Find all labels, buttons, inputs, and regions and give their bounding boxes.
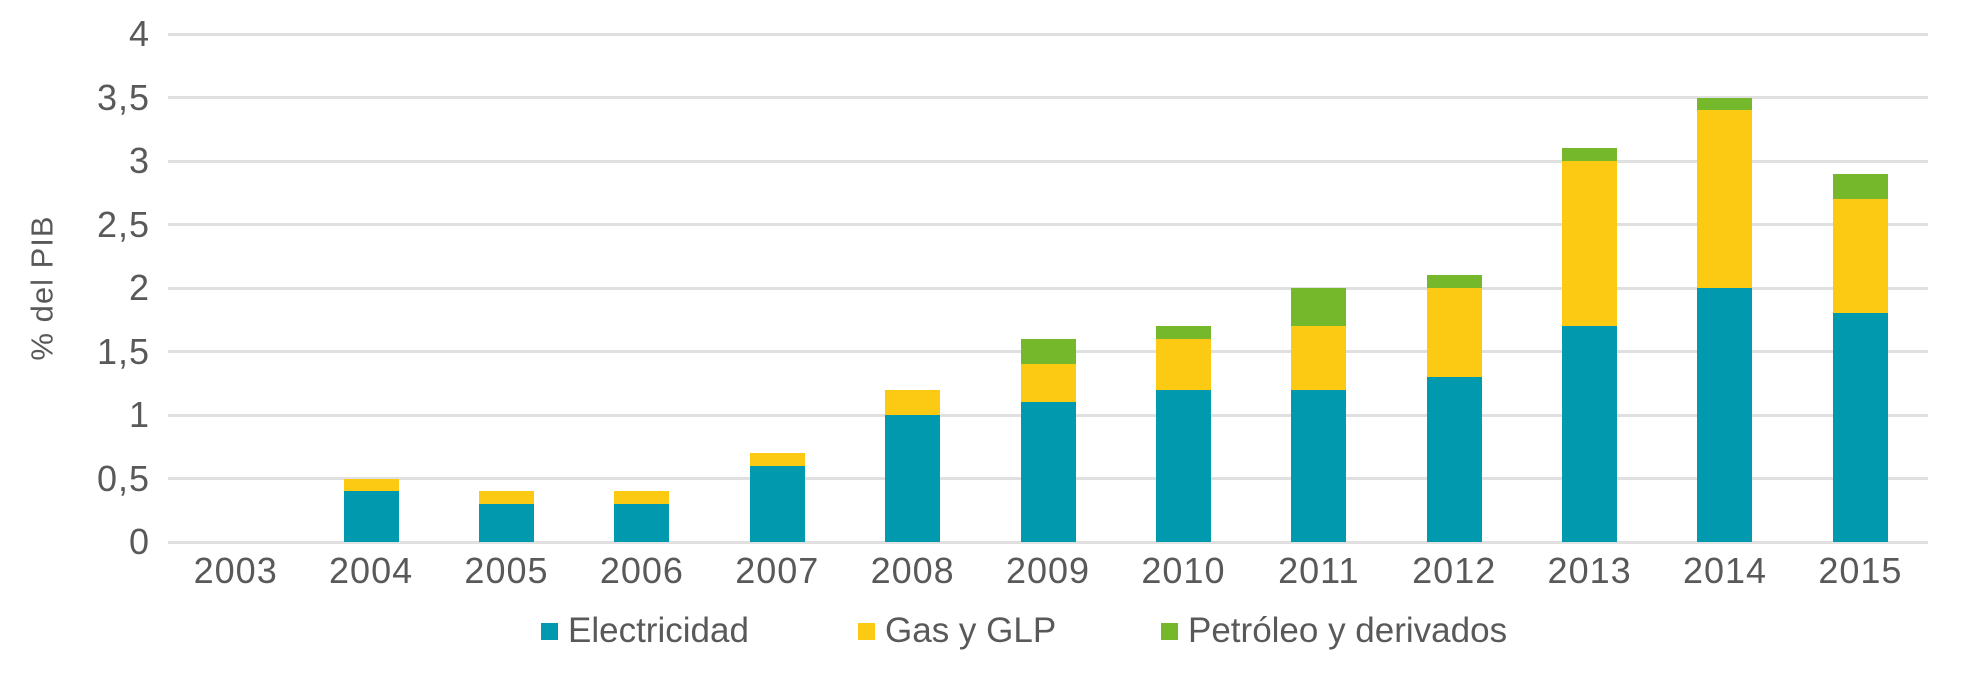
bar-segment-2009-petróleo-y-derivados xyxy=(1020,338,1076,365)
legend-item-electricidad: Electricidad xyxy=(541,610,749,652)
plot-area xyxy=(168,32,1928,544)
bar-segment-2011-gas-y-glp xyxy=(1291,326,1347,390)
bar-segment-2010-petróleo-y-derivados xyxy=(1155,326,1211,339)
y-tick-label: 0,5 xyxy=(96,457,150,499)
legend-swatch-icon xyxy=(1161,622,1178,640)
bars-layer xyxy=(168,34,1928,542)
legend-swatch-icon xyxy=(858,622,875,640)
bar-segment-2006-electricidad xyxy=(614,503,670,542)
bar-segment-2005-electricidad xyxy=(478,503,534,542)
bar-segment-2013-gas-y-glp xyxy=(1562,161,1618,327)
y-tick-label: 1,5 xyxy=(96,330,150,372)
bar-group-2008 xyxy=(845,34,980,542)
bar-group-2005 xyxy=(439,34,574,542)
y-tick-label: 0 xyxy=(128,521,150,562)
x-axis-labels: 2003 2004 2005 2006 2007 2008 2009 2010 2011 2012… xyxy=(168,550,1928,592)
legend-label: Petróleo y derivados xyxy=(1188,611,1508,650)
bar-segment-2014-gas-y-glp xyxy=(1697,110,1753,288)
legend-item-gas-y-glp: Gas y GLP xyxy=(858,610,1056,652)
y-tick-label: 2 xyxy=(128,267,150,308)
x-axis-label-2006: 2006 xyxy=(599,550,684,591)
gridline xyxy=(168,540,1928,544)
gridline xyxy=(168,159,1928,163)
legend-item-petróleo-y-derivados: Petróleo y derivados xyxy=(1161,610,1507,652)
x-axis-label-2015: 2015 xyxy=(1818,550,1903,591)
y-axis-tick-labels: 0 0,5 1 1,5 2 2,5 3 3,5 4 xyxy=(0,16,150,560)
bar-group-2013 xyxy=(1522,34,1657,542)
bar-segment-2008-gas-y-glp xyxy=(885,389,941,415)
x-axis-label-2003: 2003 xyxy=(193,550,278,591)
x-axis-label-2014: 2014 xyxy=(1682,550,1768,591)
bar-segment-2011-electricidad xyxy=(1291,389,1347,542)
bar-group-2006 xyxy=(574,34,709,542)
y-tick-label: 1 xyxy=(128,394,150,435)
y-tick-label: 3,5 xyxy=(96,76,150,118)
y-tick-label: 4 xyxy=(128,13,150,54)
bar-segment-2009-electricidad xyxy=(1020,402,1076,542)
bar-segment-2015-petróleo-y-derivados xyxy=(1832,173,1888,200)
bar-segment-2015-gas-y-glp xyxy=(1832,199,1888,314)
x-axis-label-2007: 2007 xyxy=(735,550,820,591)
bar-segment-2007-gas-y-glp xyxy=(749,453,805,466)
bar-segment-2010-gas-y-glp xyxy=(1155,338,1211,390)
bar-group-2007 xyxy=(710,34,845,542)
bar-segment-2006-gas-y-glp xyxy=(614,491,670,504)
x-axis-label-2009: 2009 xyxy=(1005,550,1091,591)
bar-segment-2012-gas-y-glp xyxy=(1426,288,1482,377)
bar-segment-2005-gas-y-glp xyxy=(478,491,534,504)
legend-label: Gas y GLP xyxy=(885,611,1057,650)
bar-segment-2008-electricidad xyxy=(885,415,941,542)
bar-group-2010 xyxy=(1116,34,1251,542)
gridline xyxy=(168,96,1928,99)
legend-label: Electricidad xyxy=(568,611,749,650)
y-tick-label: 2,5 xyxy=(96,203,150,245)
bar-group-2003 xyxy=(168,34,303,542)
legend: Electricidad Gas y GLP Petróleo y derivado… xyxy=(0,610,1962,652)
x-axis-label-2010: 2010 xyxy=(1141,550,1226,591)
x-axis-label-2004: 2004 xyxy=(329,550,414,591)
bar-segment-2004-gas-y-glp xyxy=(343,478,399,492)
bar-segment-2007-electricidad xyxy=(749,465,805,542)
bar-segment-2013-electricidad xyxy=(1562,326,1618,542)
bar-segment-2012-electricidad xyxy=(1426,376,1482,542)
gridline xyxy=(168,32,1928,36)
bar-segment-2012-petróleo-y-derivados xyxy=(1426,275,1482,289)
bar-group-2015 xyxy=(1793,34,1928,542)
bar-segment-2013-petróleo-y-derivados xyxy=(1562,148,1618,162)
x-axis-label-2013: 2013 xyxy=(1547,550,1632,591)
bar-segment-2014-petróleo-y-derivados xyxy=(1697,97,1753,111)
x-axis-label-2011: 2011 xyxy=(1278,550,1360,591)
x-axis-label-2012: 2012 xyxy=(1412,550,1497,591)
x-axis-label-2005: 2005 xyxy=(464,550,549,591)
bar-segment-2004-electricidad xyxy=(343,491,399,542)
bar-segment-2014-electricidad xyxy=(1697,288,1753,542)
bar-group-2012 xyxy=(1387,34,1522,542)
bar-segment-2011-petróleo-y-derivados xyxy=(1291,288,1347,327)
legend-swatch-icon xyxy=(541,622,558,640)
bar-group-2011 xyxy=(1251,34,1386,542)
bar-group-2004 xyxy=(303,34,438,542)
bar-segment-2010-electricidad xyxy=(1155,389,1211,542)
x-axis-label-2008: 2008 xyxy=(870,550,955,591)
gridline xyxy=(168,223,1928,226)
bar-group-2009 xyxy=(980,34,1115,542)
bar-group-2014 xyxy=(1657,34,1792,542)
y-tick-label: 3 xyxy=(128,140,150,181)
bar-segment-2015-electricidad xyxy=(1832,313,1888,542)
bar-segment-2009-gas-y-glp xyxy=(1020,364,1076,403)
gridline xyxy=(168,286,1928,290)
